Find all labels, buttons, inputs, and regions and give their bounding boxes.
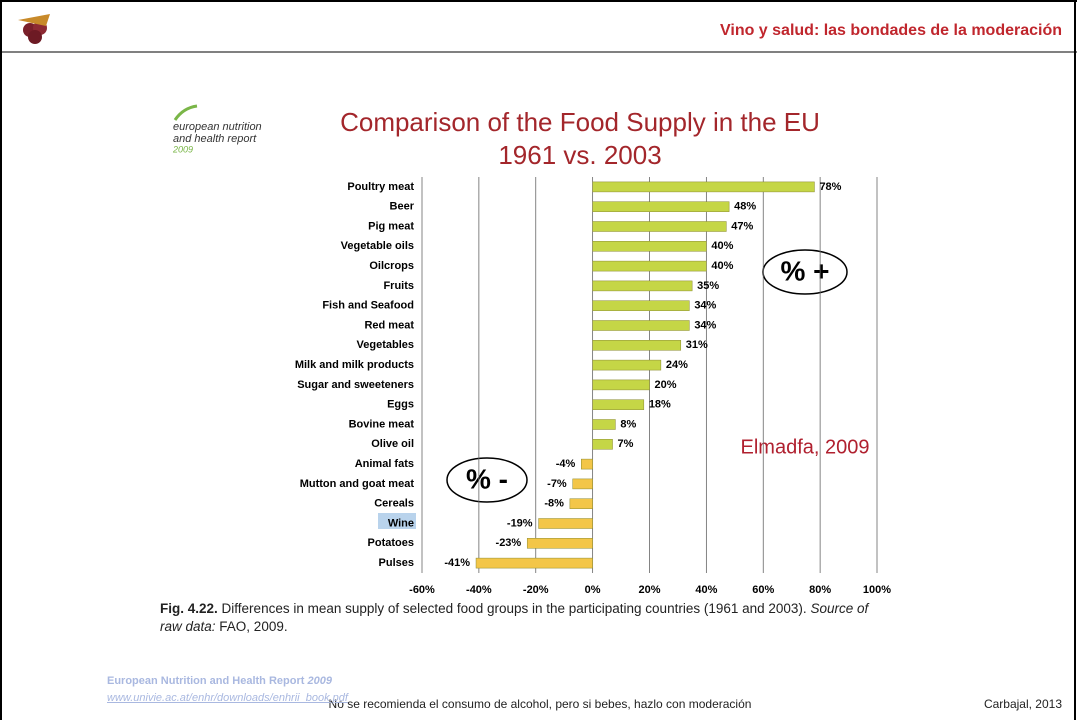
annotation: Elmadfa, 2009 [741,436,870,458]
reference-name: European Nutrition and Health Report [107,675,304,687]
logo-text: and health report [173,133,257,145]
bar [539,519,593,529]
bar [593,360,661,370]
data-label: -41% [444,557,470,569]
footer: No se recomienda el consumo de alcohol, … [329,697,752,711]
logo-leaf [175,106,197,120]
bar [593,281,693,291]
chart-subtitle: 1961 vs. 2003 [498,140,661,170]
data-label: 78% [819,181,841,193]
data-label: 24% [666,359,688,371]
x-tick-label: 0% [585,584,601,596]
caption-text: Differences in mean supply of selected f… [222,601,807,616]
y-tick-label: Wine [388,517,414,529]
y-tick-label: Pulses [379,557,414,569]
bar [593,301,690,311]
x-tick-label: -20% [523,584,549,596]
y-tick-label: Vegetable oils [341,240,414,252]
y-tick-label: Beer [390,201,415,213]
bar [573,479,593,489]
data-label: -19% [507,517,533,529]
chart-title: Comparison of the Food Supply in the EU [340,107,820,137]
data-label: 34% [694,300,716,312]
y-tick-label: Mutton and goat meat [300,478,415,490]
y-tick-label: Fruits [383,280,414,292]
bar [476,558,593,568]
bar [593,202,730,212]
credit: Carbajal, 2013 [984,697,1062,711]
bar [593,182,815,192]
annotation: % + [780,255,829,286]
reference-year: 2009 [307,675,331,687]
data-label: 20% [655,379,677,391]
data-label: 40% [711,240,733,252]
caption: Fig. 4.22. Differences in mean supply of… [160,600,880,636]
y-tick-label: Olive oil [371,438,414,450]
caption-label: Fig. 4.22. [160,601,218,616]
y-tick-label: Fish and Seafood [322,300,414,312]
data-label: -4% [556,458,576,470]
y-tick-label: Eggs [387,399,414,411]
bar [593,420,616,430]
reference-title: European Nutrition and Health Report 200… [107,675,332,687]
y-tick-label: Vegetables [357,339,414,351]
y-tick-label: Bovine meat [349,418,415,430]
bar [593,321,690,331]
data-label: 18% [649,399,671,411]
bar [593,400,644,410]
data-label: 31% [686,339,708,351]
y-tick-label: Sugar and sweeteners [297,379,414,391]
bar [593,439,613,449]
x-tick-label: 20% [638,584,660,596]
data-label: -7% [547,478,567,490]
bar [593,261,707,271]
logo-text: european nutrition [173,121,262,133]
data-label: 47% [731,220,753,232]
data-label: -8% [544,498,564,510]
bar [570,499,593,509]
data-label: 8% [620,418,636,430]
grape-icon [18,14,50,44]
y-tick-label: Oilcrops [369,260,414,272]
slide: Vino y salud: las bondades de la moderac… [0,0,1077,720]
x-tick-label: 60% [752,584,774,596]
x-tick-label: 40% [695,584,717,596]
y-tick-label: Milk and milk products [295,359,414,371]
y-tick-label: Animal fats [355,458,414,470]
data-label: 48% [734,201,756,213]
data-label: 35% [697,280,719,292]
bar [593,340,681,350]
data-label: 40% [711,260,733,272]
bar [527,538,592,548]
y-tick-label: Potatoes [368,537,414,549]
bar [593,241,707,251]
reference-url[interactable]: www.univie.ac.at/enhr/downloads/enhrii_b… [107,692,348,704]
x-tick-label: 80% [809,584,831,596]
logo-text: 2009 [172,144,193,154]
x-tick-label: 100% [863,584,891,596]
x-tick-label: -40% [466,584,492,596]
y-tick-label: Poultry meat [347,181,414,193]
caption-source: FAO, 2009. [219,619,287,634]
bar [593,222,727,232]
data-label: -23% [496,537,522,549]
y-tick-label: Red meat [364,319,414,331]
annotation: % - [466,463,508,494]
bar [593,380,650,390]
data-label: 7% [618,438,634,450]
header-title: Vino y salud: las bondades de la moderac… [720,22,1062,39]
bar [581,459,592,469]
y-tick-label: Cereals [374,498,414,510]
y-tick-label: Pig meat [368,220,414,232]
data-label: 34% [694,319,716,331]
x-tick-label: -60% [409,584,435,596]
